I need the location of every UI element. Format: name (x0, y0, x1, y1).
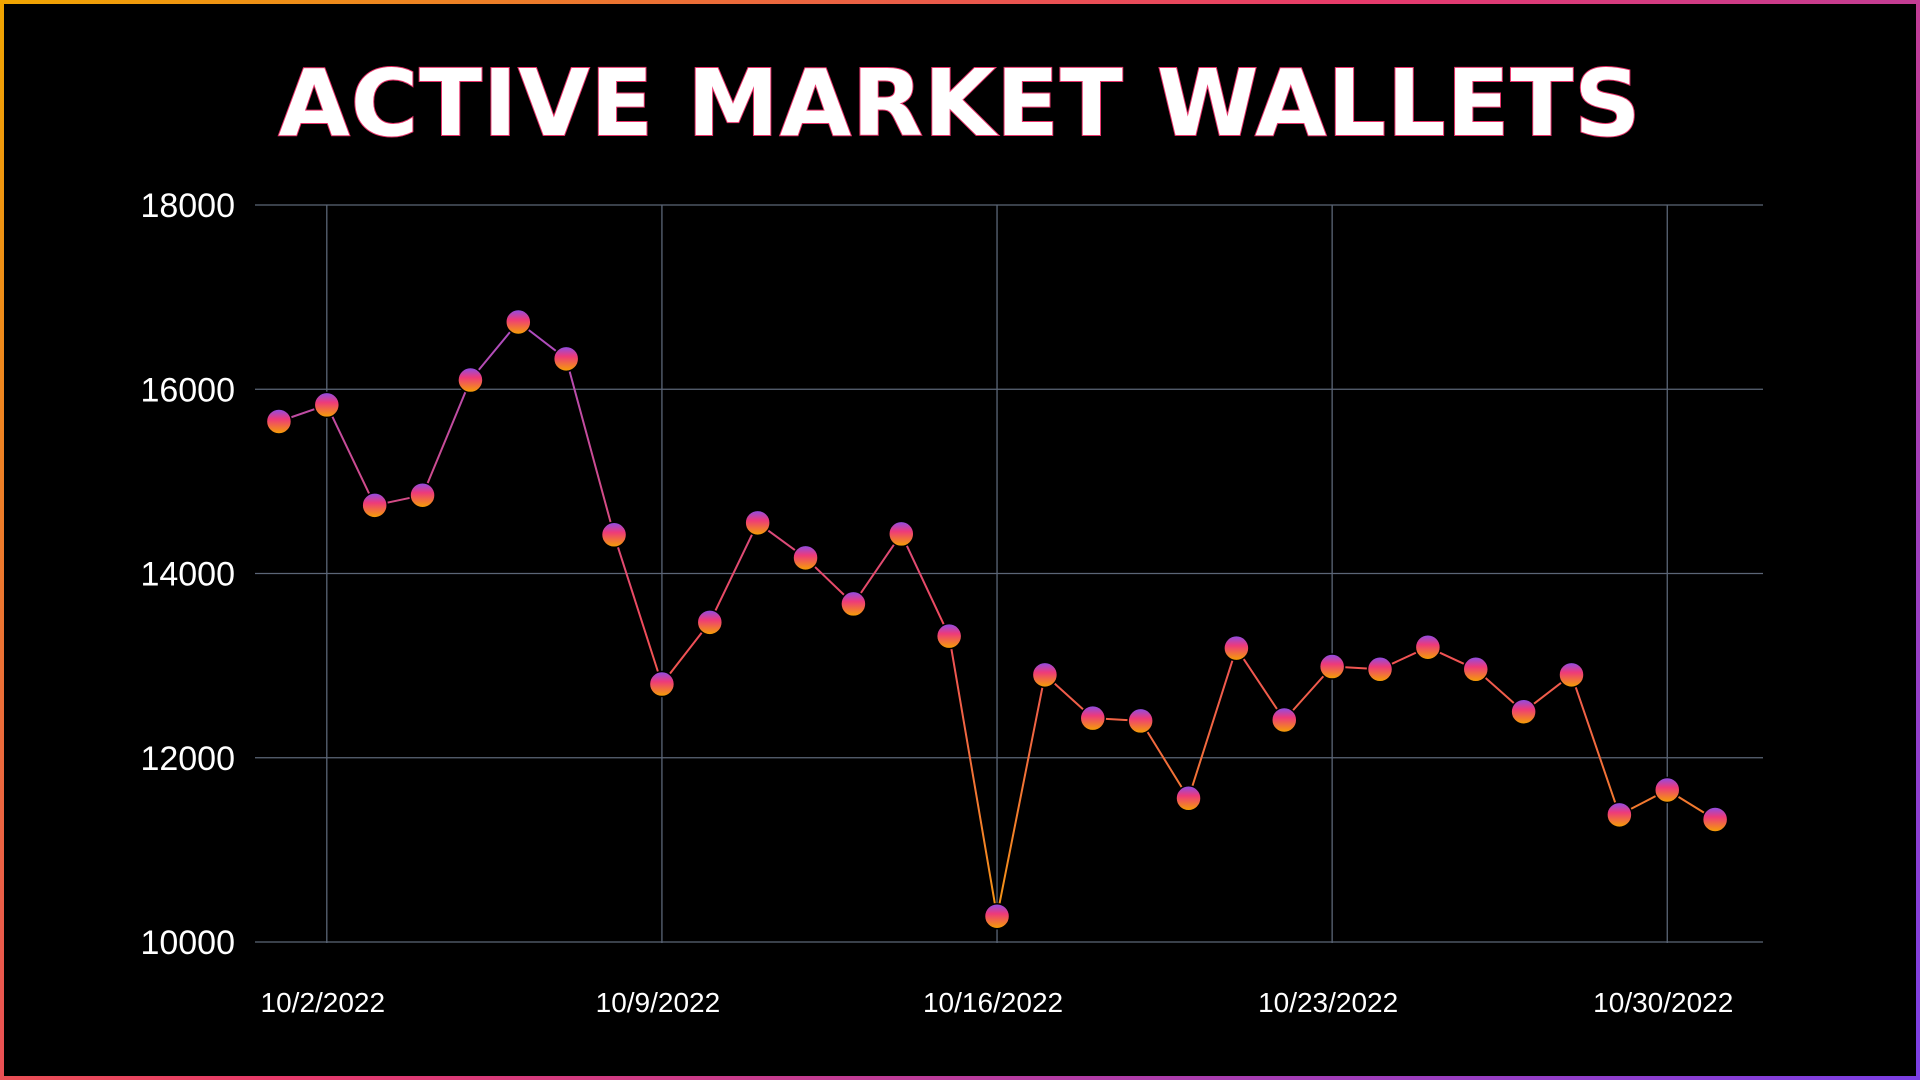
data-point-marker (1175, 785, 1202, 812)
y-tick-label: 14000 (140, 556, 235, 594)
y-tick-label: 10000 (140, 924, 235, 962)
data-point-marker (1606, 801, 1633, 829)
data-point-marker (1271, 706, 1298, 734)
data-point-marker (600, 521, 628, 549)
data-point-marker (313, 391, 341, 419)
data-point-marker (1223, 634, 1250, 662)
chart-title: ACTIVE MARKET WALLETS (279, 50, 1642, 157)
data-point-marker (361, 492, 388, 519)
data-point-marker (1510, 698, 1537, 725)
data-point-marker (935, 622, 963, 650)
data-point-marker (1414, 633, 1442, 661)
data-point-marker (1701, 806, 1729, 833)
data-point-marker (1462, 656, 1490, 683)
data-point-marker (696, 609, 724, 636)
data-point-marker (1031, 661, 1059, 689)
data-point-marker (1558, 661, 1585, 689)
y-tick-label: 12000 (140, 740, 235, 778)
data-point-marker (265, 408, 293, 435)
data-point-marker (505, 308, 532, 336)
x-tick-label: 10/30/2022 (1593, 987, 1733, 1018)
data-point-marker (888, 520, 915, 548)
data-point-marker (1366, 656, 1394, 683)
x-tick-label: 10/2/2022 (261, 987, 386, 1018)
axis-tick-labels: 10000 12000 14000 16000 18000 10/2/2022 10/9/2… (140, 187, 1733, 1018)
data-point-marker (1079, 704, 1107, 732)
data-point-marker (457, 366, 484, 394)
y-tick-label: 16000 (140, 371, 235, 409)
series-layer (265, 308, 1729, 930)
y-tick-label: 18000 (140, 187, 235, 225)
data-point-marker (1127, 707, 1154, 735)
x-tick-label: 10/23/2022 (1258, 987, 1398, 1018)
grid-lines (255, 204, 1763, 943)
data-point-marker (1318, 653, 1346, 680)
x-tick-label: 10/9/2022 (596, 987, 721, 1018)
data-point-marker (792, 544, 819, 572)
data-point-marker (744, 509, 771, 537)
data-point-marker (648, 670, 676, 698)
data-point-marker (409, 481, 436, 509)
x-tick-label: 10/16/2022 (923, 987, 1063, 1018)
data-point-marker (552, 345, 580, 373)
data-point-marker (983, 902, 1011, 930)
data-point-marker (1654, 776, 1681, 804)
data-point-marker (840, 590, 867, 618)
